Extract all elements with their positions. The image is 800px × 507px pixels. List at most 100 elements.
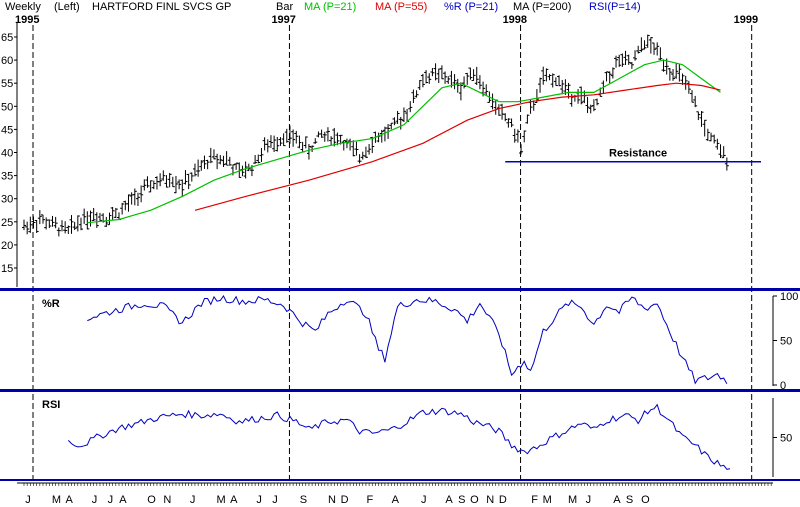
price-y-tick-label: 30 (1, 194, 13, 206)
panel-divider-bottom (0, 479, 800, 481)
price-bar (275, 136, 280, 152)
price-y-tick-label: 35 (1, 171, 13, 183)
price-bar (189, 172, 194, 182)
price-bar (718, 144, 723, 159)
price-bar (268, 135, 273, 148)
price-y-tick-label: 25 (1, 217, 13, 229)
price-bar (636, 45, 641, 54)
price-bar (329, 136, 334, 146)
price-bar (180, 179, 185, 197)
price-bar (702, 119, 707, 137)
rsi-panel: RSI 50 (42, 398, 792, 477)
price-bar (379, 129, 384, 143)
price-bar (541, 66, 546, 85)
price-bar (652, 42, 657, 55)
x-tick-label: J (421, 494, 427, 506)
price-bar (547, 74, 552, 81)
x-tick-label: J (25, 494, 31, 506)
price-bar (56, 227, 61, 237)
x-tick-label: J (256, 494, 262, 506)
price-bar (148, 180, 153, 193)
x-tick-label: J (272, 494, 278, 506)
moving-average-lines (87, 59, 721, 224)
price-bar (85, 211, 90, 230)
price-bar (563, 79, 568, 95)
x-tick-label: J (92, 494, 98, 506)
price-bar (474, 66, 479, 86)
price-bar (471, 69, 476, 81)
price-bar (145, 176, 150, 188)
x-tick-label: A (230, 494, 238, 506)
year-label: 1997 (271, 14, 295, 26)
price-bar (357, 154, 362, 164)
price-bar (303, 136, 308, 149)
price-bar (183, 170, 188, 185)
price-bar (614, 55, 619, 68)
price-bar (496, 104, 501, 116)
price-bar (294, 130, 299, 144)
price-bar (544, 68, 549, 82)
resistance-label: Resistance (609, 148, 667, 160)
panel-divider-top (0, 288, 800, 291)
price-bar (53, 216, 58, 229)
price-bar (462, 76, 467, 89)
x-tick-label: N (486, 494, 494, 506)
price-bar (626, 54, 631, 65)
price-bar (433, 63, 438, 81)
x-tick-label: O (147, 494, 156, 506)
price-bar (557, 75, 562, 87)
williams-r-series (87, 295, 728, 385)
price-bar (341, 139, 346, 151)
price-bar (639, 37, 644, 53)
price-bar (97, 212, 102, 221)
price-bar (363, 146, 368, 159)
chart-title: HARTFORD FINL SVCS GP (92, 1, 231, 13)
price-bar (227, 156, 232, 166)
price-bar (515, 129, 520, 143)
price-bar (538, 77, 543, 93)
price-bar (91, 207, 96, 221)
price-bar (398, 116, 403, 130)
price-bar (392, 117, 397, 126)
price-bar (31, 216, 36, 229)
price-bar (135, 192, 140, 207)
price-bar (595, 98, 600, 106)
price-bar (699, 110, 704, 127)
price-bar (585, 96, 590, 114)
williams-r-tick-label: 100 (780, 291, 798, 303)
price-bar (272, 135, 277, 153)
price-bar (686, 80, 691, 94)
price-bar (151, 180, 156, 190)
panel-divider-middle (0, 389, 800, 392)
price-y-axis: 15 20 25 30 35 40 45 50 55 60 65 (1, 32, 17, 275)
price-bar (158, 173, 163, 187)
axis-side-label: (Left) (54, 1, 80, 13)
price-bar (512, 128, 517, 143)
x-tick-label: A (65, 494, 73, 506)
price-y-tick-label: 50 (1, 101, 13, 113)
indicator-legend-item: RSI(P=14) (589, 1, 641, 13)
price-bar (310, 145, 315, 153)
price-bar (519, 144, 524, 155)
price-bar (439, 65, 444, 80)
rsi-tick-label: 50 (780, 433, 792, 445)
x-tick-label: S (626, 494, 633, 506)
price-bar (66, 225, 71, 235)
price-bar (82, 208, 87, 224)
price-bar (525, 114, 530, 124)
price-bar (208, 147, 213, 164)
price-y-tick-label: 55 (1, 78, 13, 90)
price-bar (370, 136, 375, 154)
x-tick-label: S (300, 494, 307, 506)
price-bar (566, 82, 571, 99)
price-bar (522, 130, 527, 143)
price-bar (237, 162, 242, 178)
price-bar (234, 162, 239, 170)
price-bar (50, 215, 55, 227)
price-y-tick-label: 20 (1, 240, 13, 252)
price-bar (218, 155, 223, 165)
price-bar (414, 90, 419, 98)
price-bar (297, 135, 302, 149)
